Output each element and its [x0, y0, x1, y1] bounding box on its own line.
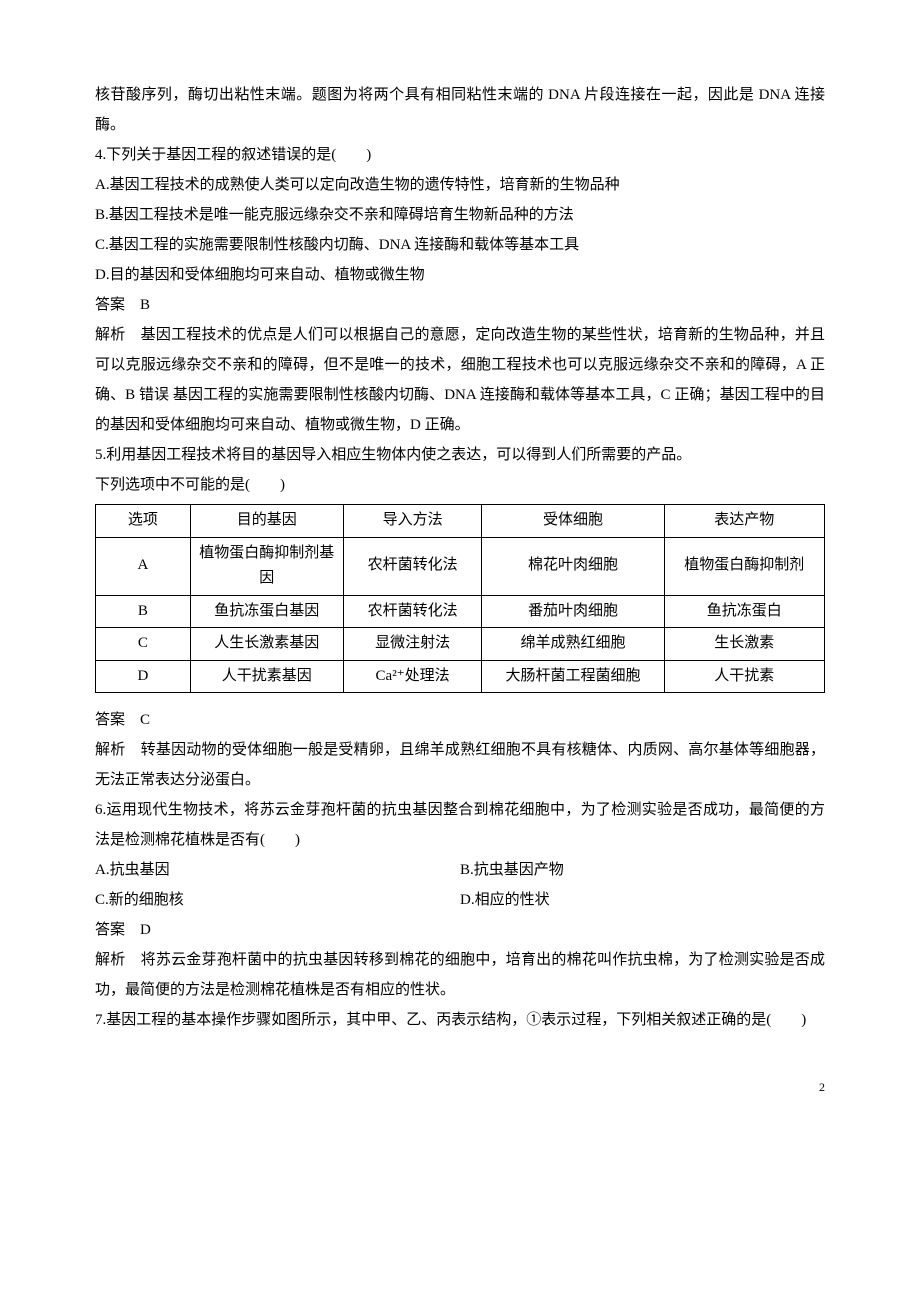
page-number: 2: [95, 1075, 825, 1099]
q5-table: 选项 目的基因 导入方法 受体细胞 表达产物 A 植物蛋白酶抑制剂基因 农杆菌转…: [95, 504, 825, 693]
q4-explanation: 解析 基因工程技术的优点是人们可以根据自己的意愿，定向改造生物的某些性状，培育新…: [95, 320, 825, 440]
q6-opt-c: C.新的细胞核: [95, 885, 460, 915]
table-cell: 鱼抗冻蛋白: [664, 595, 824, 628]
table-cell: 绵羊成熟红细胞: [482, 628, 664, 661]
q4-stem: 4.下列关于基因工程的叙述错误的是( ): [95, 140, 825, 170]
table-row: B 鱼抗冻蛋白基因 农杆菌转化法 番茄叶肉细胞 鱼抗冻蛋白: [96, 595, 825, 628]
table-row: 选项 目的基因 导入方法 受体细胞 表达产物: [96, 505, 825, 538]
table-cell: 棉花叶肉细胞: [482, 537, 664, 595]
table-head: 导入方法: [343, 505, 482, 538]
q4-opt-b: B.基因工程技术是唯一能克服远缘杂交不亲和障碍培育生物新品种的方法: [95, 200, 825, 230]
table-cell: D: [96, 660, 191, 693]
table-cell: 生长激素: [664, 628, 824, 661]
q6-opt-b: B.抗虫基因产物: [460, 855, 825, 885]
paragraph-prev-answer: 核苷酸序列，酶切出粘性末端。题图为将两个具有相同粘性末端的 DNA 片段连接在一…: [95, 80, 825, 140]
table-cell: 植物蛋白酶抑制剂: [664, 537, 824, 595]
table-cell: 显微注射法: [343, 628, 482, 661]
q6-opt-a: A.抗虫基因: [95, 855, 460, 885]
q4-answer: 答案 B: [95, 290, 825, 320]
q6-explanation: 解析 将苏云金芽孢杆菌中的抗虫基因转移到棉花的细胞中，培育出的棉花叫作抗虫棉，为…: [95, 945, 825, 1005]
q4-opt-c: C.基因工程的实施需要限制性核酸内切酶、DNA 连接酶和载体等基本工具: [95, 230, 825, 260]
table-cell: 植物蛋白酶抑制剂基因: [190, 537, 343, 595]
table-cell: 番茄叶肉细胞: [482, 595, 664, 628]
table-row: D 人干扰素基因 Ca²⁺处理法 大肠杆菌工程菌细胞 人干扰素: [96, 660, 825, 693]
table-head: 目的基因: [190, 505, 343, 538]
table-cell: 大肠杆菌工程菌细胞: [482, 660, 664, 693]
q5-answer: 答案 C: [95, 705, 825, 735]
table-head: 表达产物: [664, 505, 824, 538]
table-cell: 鱼抗冻蛋白基因: [190, 595, 343, 628]
table-row: C 人生长激素基因 显微注射法 绵羊成熟红细胞 生长激素: [96, 628, 825, 661]
table-cell: 农杆菌转化法: [343, 595, 482, 628]
table-cell: 农杆菌转化法: [343, 537, 482, 595]
q4-opt-d: D.目的基因和受体细胞均可来自动、植物或微生物: [95, 260, 825, 290]
table-head: 选项: [96, 505, 191, 538]
q5-explanation: 解析 转基因动物的受体细胞一般是受精卵，且绵羊成熟红细胞不具有核糖体、内质网、高…: [95, 735, 825, 795]
table-row: A 植物蛋白酶抑制剂基因 农杆菌转化法 棉花叶肉细胞 植物蛋白酶抑制剂: [96, 537, 825, 595]
q5-stem-1: 5.利用基因工程技术将目的基因导入相应生物体内使之表达，可以得到人们所需要的产品…: [95, 440, 825, 470]
table-cell: C: [96, 628, 191, 661]
q6-opt-d: D.相应的性状: [460, 885, 825, 915]
table-cell: A: [96, 537, 191, 595]
table-cell: Ca²⁺处理法: [343, 660, 482, 693]
q5-stem-2: 下列选项中不可能的是( ): [95, 470, 825, 500]
q6-answer: 答案 D: [95, 915, 825, 945]
table-cell: B: [96, 595, 191, 628]
q4-opt-a: A.基因工程技术的成熟使人类可以定向改造生物的遗传特性，培育新的生物品种: [95, 170, 825, 200]
q6-stem: 6.运用现代生物技术，将苏云金芽孢杆菌的抗虫基因整合到棉花细胞中，为了检测实验是…: [95, 795, 825, 855]
table-head: 受体细胞: [482, 505, 664, 538]
table-cell: 人生长激素基因: [190, 628, 343, 661]
table-cell: 人干扰素基因: [190, 660, 343, 693]
q7-stem: 7.基因工程的基本操作步骤如图所示，其中甲、乙、丙表示结构，①表示过程，下列相关…: [95, 1005, 825, 1035]
table-cell: 人干扰素: [664, 660, 824, 693]
